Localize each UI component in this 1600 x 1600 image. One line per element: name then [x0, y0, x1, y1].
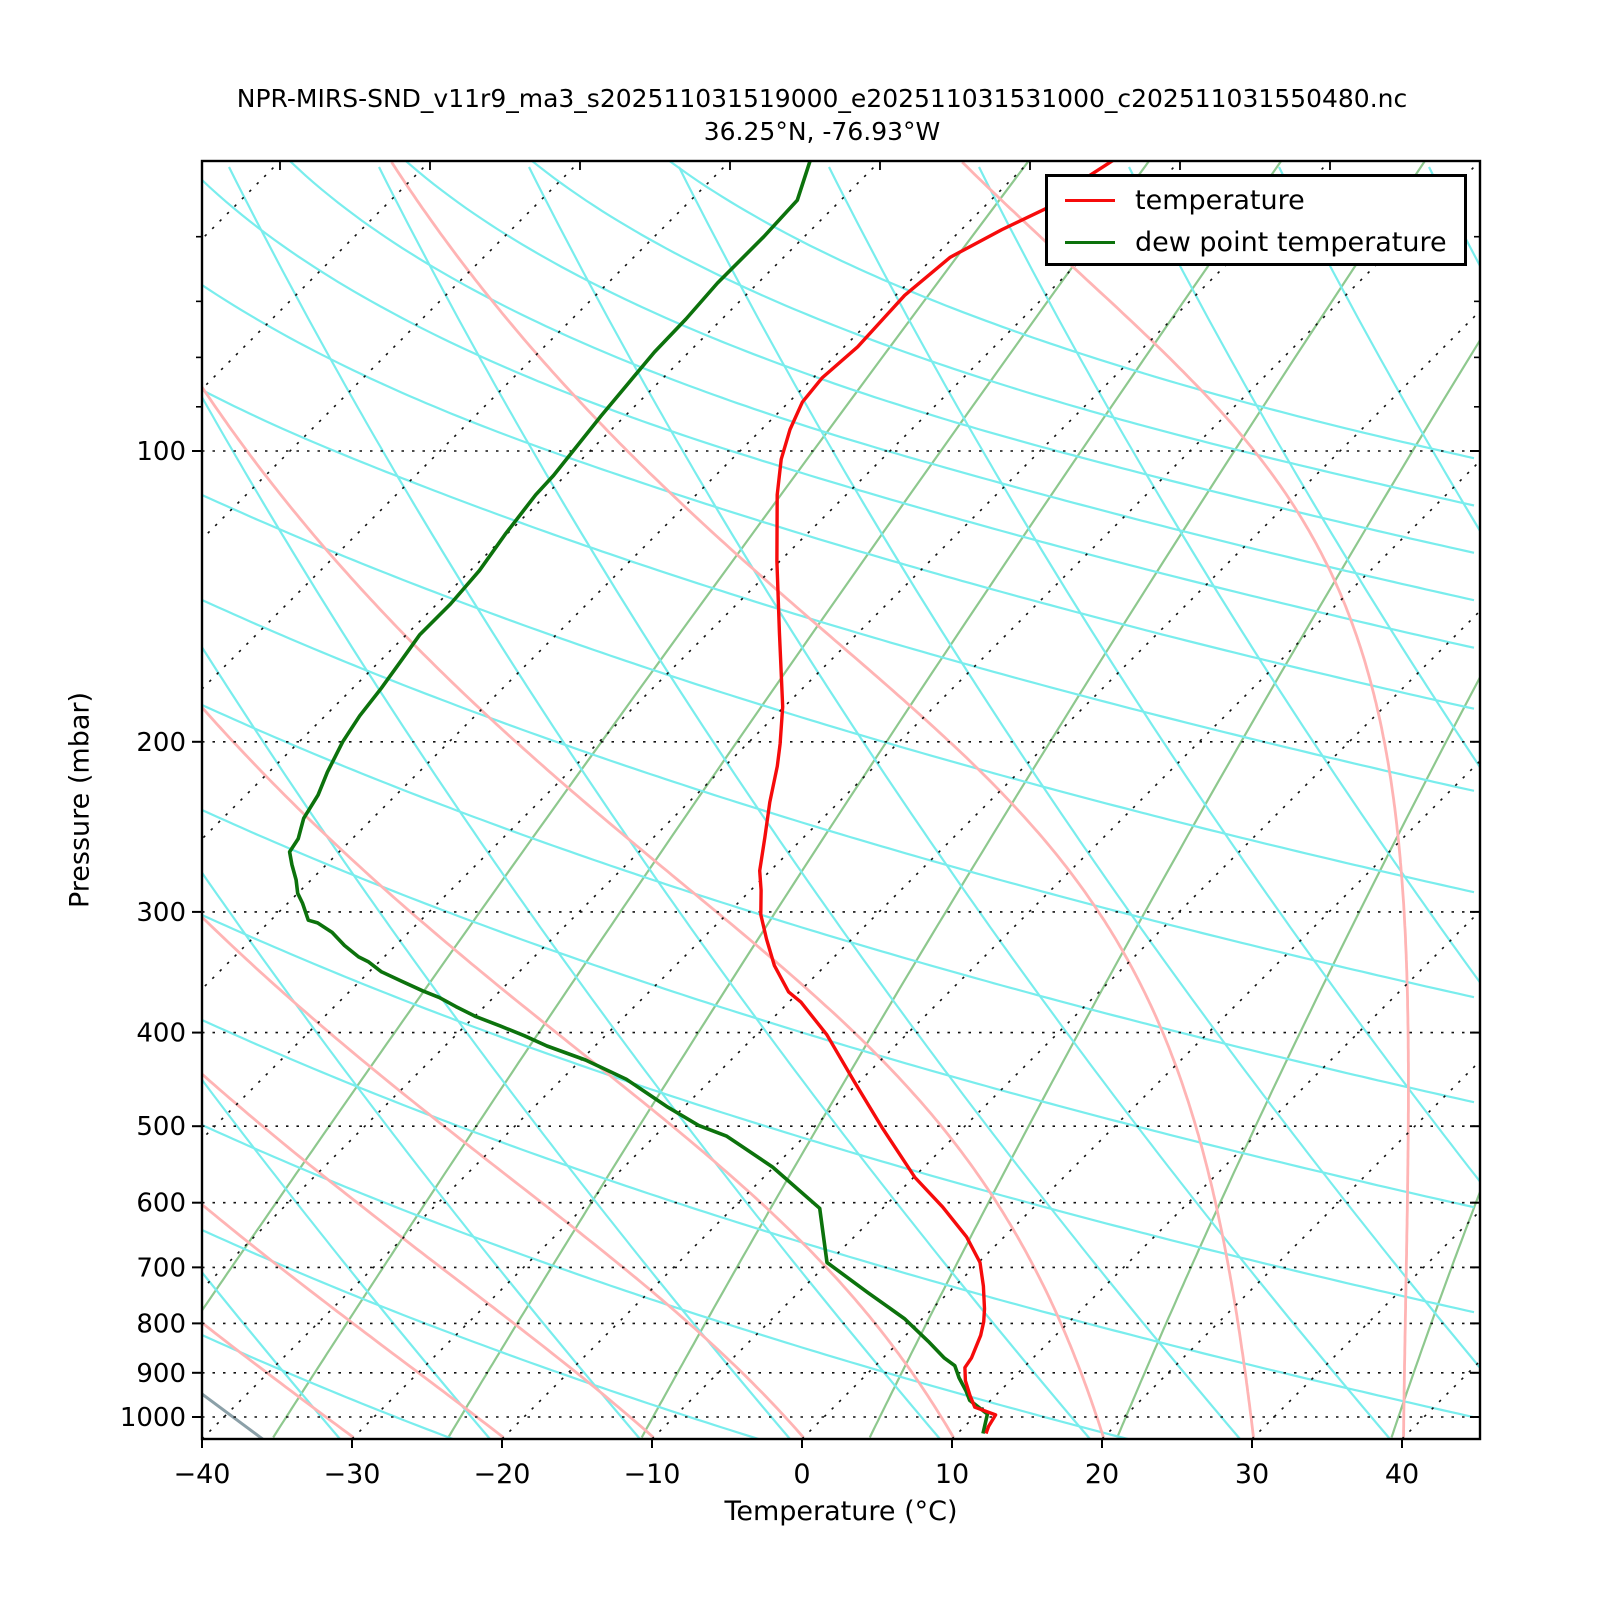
y-tick-label: 900: [136, 1359, 186, 1389]
y-tick-label: 300: [136, 898, 186, 928]
x-tick-label: −20: [474, 1459, 531, 1490]
y-tick-label: 100: [136, 437, 186, 467]
dewpoint-line-swatch: [1065, 240, 1115, 244]
y-tick-label: 800: [136, 1309, 186, 1339]
y-tick-label: 200: [136, 728, 186, 758]
x-tick-label: 20: [1085, 1459, 1119, 1490]
plot-frame: [200, 159, 1482, 1441]
dewpoint-curve: [287, 161, 990, 1434]
data-curves: [287, 161, 1115, 1435]
temperature-curve: [758, 161, 1115, 1435]
y-axis-label: Pressure (mbar): [64, 691, 96, 909]
figure-subtitle: 36.25°N, -76.93°W: [703, 117, 941, 146]
temperature-line-swatch: [1065, 198, 1115, 202]
y-tick-label: 1000: [120, 1403, 186, 1433]
legend-label-temperature: temperature: [1135, 184, 1305, 216]
legend-item-temperature: temperature: [1048, 177, 1305, 223]
x-tick-label: 0: [793, 1459, 810, 1490]
x-tick-label: 10: [935, 1459, 969, 1490]
y-tick-label: 400: [136, 1019, 186, 1049]
y-tick-label: 500: [136, 1112, 186, 1142]
x-tick-label: −30: [324, 1459, 381, 1490]
legend: temperature dew point temperature: [1045, 174, 1467, 266]
legend-item-dewpoint: dew point temperature: [1048, 219, 1447, 265]
x-tick-label: 40: [1385, 1459, 1419, 1490]
y-tick-label: 600: [136, 1189, 186, 1219]
x-tick-label: 30: [1235, 1459, 1269, 1490]
x-tick-label: −40: [174, 1459, 231, 1490]
x-axis-label: Temperature (°C): [724, 1496, 958, 1527]
legend-label-dewpoint: dew point temperature: [1135, 226, 1447, 258]
x-tick-label: −10: [624, 1459, 681, 1490]
figure-title: NPR-MIRS-SND_v11r9_ma3_s202511031519000_…: [236, 84, 1408, 113]
y-tick-label: 700: [136, 1253, 186, 1283]
